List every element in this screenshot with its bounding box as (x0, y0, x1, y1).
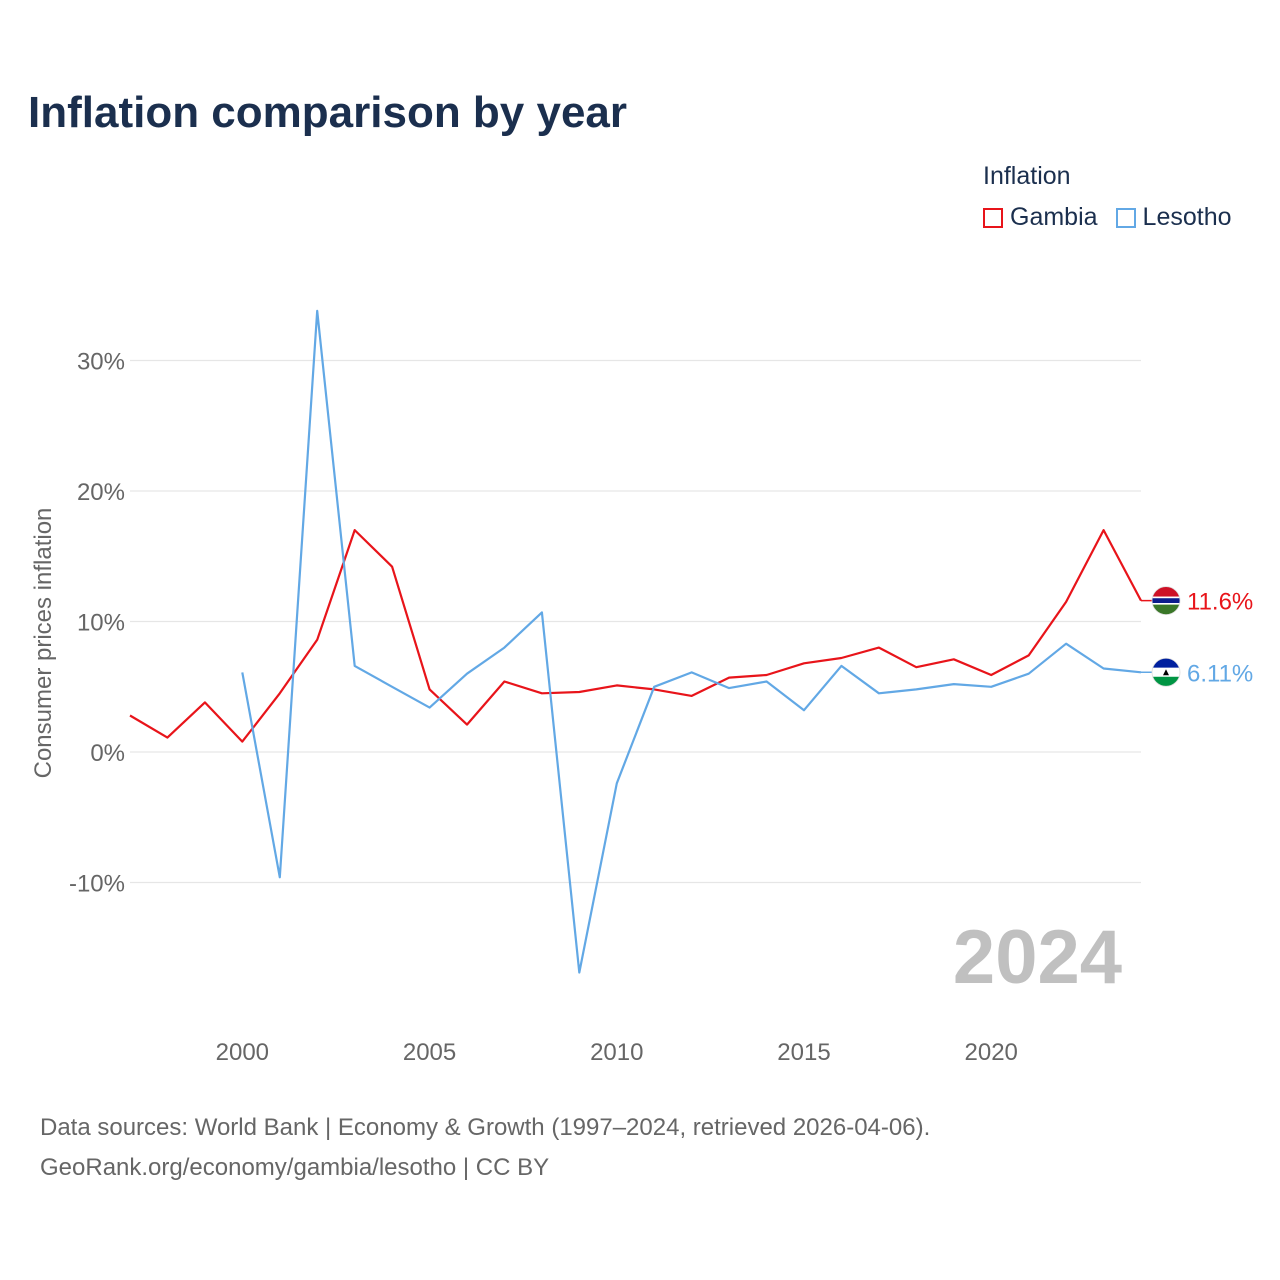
end-markers: 11.6% 6.11% (1141, 586, 1253, 687)
end-label-lesotho: 6.11% (1187, 660, 1253, 687)
flag-hat (1163, 669, 1169, 676)
flag-ring-lesotho (1151, 657, 1181, 687)
flag-icon-lesotho (1152, 658, 1180, 687)
flag-ring-gambia (1151, 586, 1181, 616)
end-label-gambia: 11.6% (1187, 589, 1253, 616)
x-tick-label-2020: 2020 (965, 1039, 1018, 1066)
x-tick-label-2000: 2000 (216, 1039, 269, 1066)
flag-band-white-bottom (1152, 603, 1180, 605)
series-line-gambia (129, 528, 1142, 743)
x-axis-ticks: 2000 2005 2010 2015 2020 (216, 1039, 1018, 1066)
source-line-1: Data sources: World Bank | Economy & Gro… (40, 1114, 931, 1141)
flag-band-blue (1152, 658, 1180, 668)
y-axis-label: Consumer prices inflation (30, 508, 57, 779)
data-source: Data sources: World Bank | Economy & Gro… (40, 1108, 930, 1188)
gridlines (130, 359, 1141, 884)
series-line-lesotho (241, 309, 1142, 974)
year-watermark: 2024 (953, 915, 1122, 1000)
x-tick-label-2005: 2005 (403, 1039, 456, 1066)
x-tick-label-2015: 2015 (777, 1039, 830, 1066)
flag-band-green (1152, 676, 1180, 687)
legend-item-lesotho[interactable]: Lesotho (1115, 203, 1232, 232)
legend-items: Gambia Lesotho (983, 203, 1232, 232)
flag-band-blue (1152, 598, 1180, 604)
legend-swatch-lesotho (1115, 207, 1136, 228)
legend-swatch-gambia (983, 207, 1003, 228)
source-line-2[interactable]: GeoRank.org/economy/gambia/lesotho | CC … (40, 1154, 550, 1181)
y-tick-label-0: 0% (90, 740, 125, 767)
chart-title: Inflation comparison by year (28, 88, 628, 137)
y-axis-ticks: -10% 0% 10% 20% 30% (69, 349, 125, 898)
flag-band-red (1152, 586, 1180, 597)
y-tick-label-20: 20% (77, 479, 125, 506)
y-tick-label--10: -10% (69, 871, 125, 898)
series-group (129, 309, 1142, 974)
flag-icon-gambia (1152, 586, 1180, 615)
legend: Inflation Gambia Lesotho (983, 162, 1232, 232)
legend-item-gambia[interactable]: Gambia (983, 203, 1098, 232)
y-tick-label-30: 30% (77, 349, 125, 376)
flag-band-white-top (1152, 596, 1180, 599)
x-tick-label-2010: 2010 (590, 1039, 643, 1066)
y-tick-label-10: 10% (77, 610, 125, 637)
legend-title: Inflation (983, 162, 1071, 190)
flag-band-green (1152, 604, 1180, 615)
legend-label-lesotho: Lesotho (1142, 203, 1232, 231)
legend-label-gambia: Gambia (1010, 203, 1098, 231)
chart-plot: -10% 0% 10% 20% 30% 2000 2005 2010 2015 2020 Con… (30, 309, 1253, 1066)
